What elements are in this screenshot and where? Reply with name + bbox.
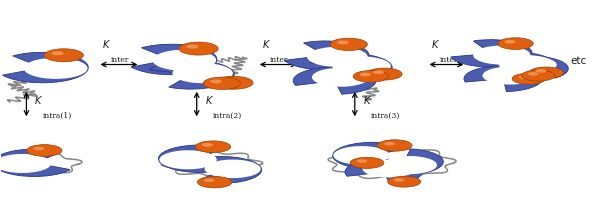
Wedge shape bbox=[464, 66, 542, 92]
Wedge shape bbox=[173, 69, 208, 80]
Wedge shape bbox=[364, 149, 443, 175]
Text: inter: inter bbox=[440, 57, 457, 64]
Wedge shape bbox=[150, 60, 235, 89]
Wedge shape bbox=[473, 45, 530, 64]
Circle shape bbox=[378, 140, 412, 151]
Circle shape bbox=[203, 77, 241, 90]
Wedge shape bbox=[516, 64, 546, 73]
Circle shape bbox=[518, 75, 529, 79]
Wedge shape bbox=[493, 56, 569, 78]
Circle shape bbox=[221, 79, 233, 83]
Wedge shape bbox=[0, 154, 51, 173]
Wedge shape bbox=[24, 58, 87, 79]
Circle shape bbox=[27, 145, 62, 156]
Circle shape bbox=[353, 71, 389, 82]
Wedge shape bbox=[18, 157, 50, 168]
Circle shape bbox=[498, 38, 533, 49]
Wedge shape bbox=[382, 156, 437, 174]
Wedge shape bbox=[505, 56, 557, 74]
Circle shape bbox=[528, 72, 538, 75]
Wedge shape bbox=[312, 68, 369, 87]
Wedge shape bbox=[479, 52, 556, 79]
Wedge shape bbox=[500, 60, 532, 71]
Circle shape bbox=[535, 69, 546, 73]
Wedge shape bbox=[206, 164, 238, 175]
Text: inter: inter bbox=[270, 57, 288, 64]
Wedge shape bbox=[152, 50, 216, 71]
Wedge shape bbox=[474, 48, 507, 59]
Circle shape bbox=[214, 76, 253, 89]
Wedge shape bbox=[451, 40, 532, 67]
Text: $K$: $K$ bbox=[432, 38, 440, 50]
Wedge shape bbox=[25, 61, 61, 74]
Circle shape bbox=[44, 49, 84, 62]
Wedge shape bbox=[2, 52, 88, 83]
Wedge shape bbox=[318, 75, 351, 86]
Text: intra(2): intra(2) bbox=[212, 112, 242, 120]
Wedge shape bbox=[183, 153, 216, 164]
Circle shape bbox=[210, 80, 222, 83]
Circle shape bbox=[33, 147, 44, 151]
Wedge shape bbox=[204, 160, 261, 178]
Circle shape bbox=[394, 178, 404, 182]
Wedge shape bbox=[160, 150, 217, 169]
Wedge shape bbox=[357, 150, 388, 161]
Circle shape bbox=[204, 178, 215, 182]
Text: $K$: $K$ bbox=[363, 94, 372, 106]
Wedge shape bbox=[158, 145, 237, 172]
Text: intra(1): intra(1) bbox=[42, 112, 72, 120]
Wedge shape bbox=[308, 50, 343, 61]
Circle shape bbox=[198, 176, 232, 188]
Wedge shape bbox=[173, 63, 233, 83]
Wedge shape bbox=[499, 55, 555, 74]
Text: etc: etc bbox=[570, 57, 586, 67]
Wedge shape bbox=[131, 44, 217, 75]
Circle shape bbox=[330, 38, 367, 51]
Circle shape bbox=[202, 143, 213, 147]
Circle shape bbox=[384, 142, 395, 145]
Circle shape bbox=[357, 159, 367, 163]
Circle shape bbox=[388, 176, 421, 187]
Wedge shape bbox=[345, 159, 422, 184]
Wedge shape bbox=[0, 149, 70, 176]
Circle shape bbox=[366, 68, 402, 80]
Wedge shape bbox=[154, 53, 189, 65]
Circle shape bbox=[195, 141, 231, 153]
Wedge shape bbox=[333, 142, 406, 169]
Circle shape bbox=[505, 40, 516, 44]
Circle shape bbox=[186, 44, 198, 49]
Text: $K$: $K$ bbox=[204, 94, 214, 106]
Circle shape bbox=[373, 70, 384, 74]
Wedge shape bbox=[310, 54, 392, 82]
Wedge shape bbox=[362, 160, 416, 177]
Wedge shape bbox=[293, 67, 376, 94]
Circle shape bbox=[529, 67, 564, 78]
Text: $K$: $K$ bbox=[103, 38, 111, 50]
Wedge shape bbox=[185, 156, 262, 183]
Circle shape bbox=[350, 157, 384, 169]
Text: intra(3): intra(3) bbox=[371, 112, 400, 120]
Text: $K$: $K$ bbox=[262, 38, 271, 50]
Circle shape bbox=[512, 73, 545, 84]
Wedge shape bbox=[307, 47, 368, 67]
Text: $K$: $K$ bbox=[34, 94, 44, 106]
Circle shape bbox=[52, 51, 64, 55]
Circle shape bbox=[337, 41, 349, 44]
Circle shape bbox=[179, 42, 218, 55]
Circle shape bbox=[360, 73, 371, 76]
Wedge shape bbox=[284, 41, 369, 70]
Circle shape bbox=[521, 70, 555, 81]
Wedge shape bbox=[488, 73, 519, 84]
Wedge shape bbox=[333, 146, 389, 165]
Wedge shape bbox=[332, 57, 391, 76]
Wedge shape bbox=[483, 67, 537, 84]
Text: inter: inter bbox=[111, 57, 129, 64]
Wedge shape bbox=[388, 156, 419, 167]
Wedge shape bbox=[368, 167, 399, 177]
Wedge shape bbox=[333, 62, 367, 73]
